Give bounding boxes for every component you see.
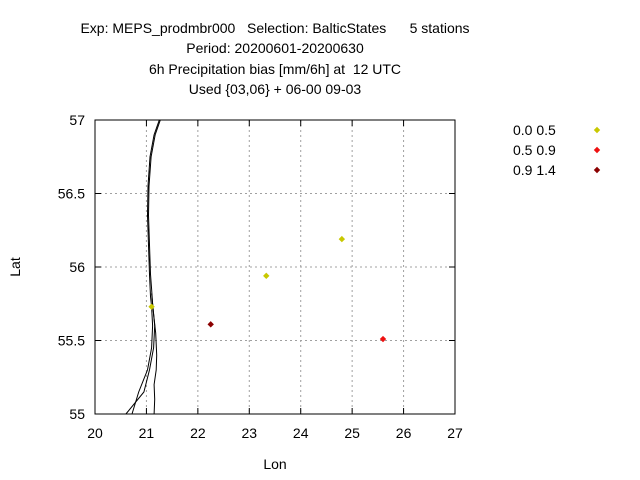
- x-tick-label: 20: [87, 425, 103, 441]
- y-tick-label: 56.5: [58, 186, 85, 202]
- y-tick-label: 55: [69, 406, 85, 422]
- data-point: [379, 335, 387, 343]
- coastline-layer: [125, 119, 161, 415]
- legend: 0.0 0.5 0.5 0.9 0.9 1.4: [513, 122, 601, 178]
- legend-marker: [593, 126, 601, 134]
- chart-title-line-2: Period: 20200601-20200630: [186, 40, 364, 56]
- x-tick-label: 25: [344, 425, 360, 441]
- coastline-path: [125, 119, 161, 415]
- x-tick-label: 27: [447, 425, 463, 441]
- y-tick-label: 56: [69, 259, 85, 275]
- x-tick-label: 21: [139, 425, 155, 441]
- x-tick-label: 26: [396, 425, 412, 441]
- chart-title-line-4: Used {03,06} + 06-00 09-03: [188, 81, 362, 97]
- legend-label: 0.5 0.9: [513, 142, 556, 158]
- legend-label: 0.9 1.4: [513, 162, 556, 178]
- x-tick-label: 22: [190, 425, 206, 441]
- y-tick-label: 57: [69, 112, 85, 128]
- data-point: [207, 321, 214, 328]
- grid-layer: [95, 120, 455, 414]
- legend-marker: [593, 166, 601, 174]
- chart-title-line-3: 6h Precipitation bias [mm/6h] at 12 UTC: [148, 61, 402, 77]
- y-tick-label: 55.5: [58, 333, 85, 349]
- chart-title-line-1: Exp: MEPS_prodmbr000 Selection: BalticSt…: [80, 20, 470, 36]
- x-tick-label: 24: [293, 425, 309, 441]
- coastline-path: [151, 293, 158, 415]
- data-point-layer: [148, 235, 387, 343]
- tick-layer: 20 21 22 23 24 25 26 27 55 55.5 56 56.5 57: [58, 112, 463, 441]
- data-point: [148, 303, 155, 310]
- x-axis-label: Lon: [263, 456, 286, 472]
- data-point: [338, 235, 346, 243]
- coastline-path: [131, 119, 160, 415]
- data-point: [263, 272, 270, 280]
- legend-marker: [593, 146, 601, 154]
- x-tick-label: 23: [241, 425, 257, 441]
- y-axis-label: Lat: [7, 257, 23, 277]
- legend-label: 0.0 0.5: [513, 122, 556, 138]
